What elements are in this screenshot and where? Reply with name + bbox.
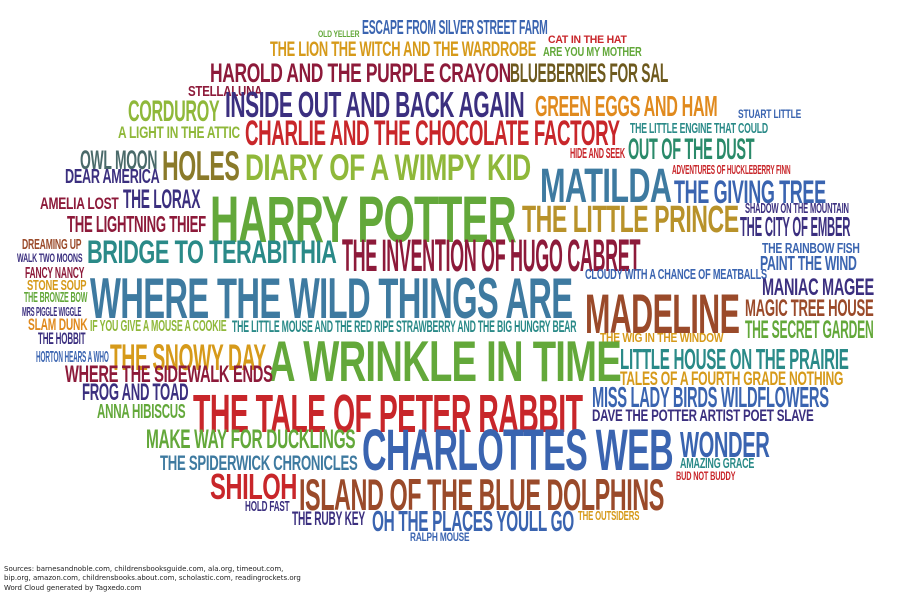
word-paint-the-wind: PAINT THE WIND	[760, 253, 857, 275]
word-frog-and-toad: FROG AND TOAD	[82, 379, 189, 406]
word-out-of-the-dust: OUT OF THE DUST	[628, 133, 755, 166]
sources-credit: Word Cloud generated by Tagxedo.com	[4, 583, 142, 592]
word-are-you-my-mother: ARE YOU MY MOTHER	[543, 44, 642, 59]
word-the-ruby-key: THE RUBY KEY	[292, 509, 365, 530]
word-escape-from-silver-street-farm: ESCAPE FROM SILVER STREET FARM	[362, 17, 548, 39]
word-oh-the-places-youll-go: OH THE PLACES YOULL GO	[372, 506, 574, 538]
word-make-way-for-ducklings: MAKE WAY FOR DUCKLINGS	[146, 424, 356, 454]
sources-line-2: bip.org, amazon.com, childrensbooks.abou…	[4, 574, 301, 583]
word-holes: HOLES	[162, 142, 240, 189]
word-fancy-nancy: FANCY NANCY	[25, 265, 85, 282]
word-amazing-grace: AMAZING GRACE	[680, 456, 755, 472]
sources-note: Sources: barnesandnoble.com, childrensbo…	[4, 565, 301, 593]
word-maniac-magee: MANIAC MAGEE	[762, 274, 874, 301]
word-the-lightning-thief: THE LIGHTNING THIEF	[67, 211, 206, 237]
word-little-house-on-the-prairie: LITTLE HOUSE ON THE PRAIRIE	[620, 344, 849, 376]
word-the-hobbit: THE HOBBIT	[38, 329, 86, 348]
word-ralph-mouse: RALPH MOUSE	[410, 530, 470, 544]
word-tales-of-a-fourth-grade-nothing: TALES OF A FOURTH GRADE NOTHING	[620, 369, 844, 390]
word-charlottes-web: CHARLOTTES WEB	[362, 418, 674, 483]
word-the-city-of-ember: THE CITY OF EMBER	[740, 211, 851, 242]
word-a-wrinkle-in-time: A WRINKLE IN TIME	[268, 330, 622, 394]
word-mrs-piggle-wiggle: MRS PIGGLE WIGGLE	[22, 304, 82, 319]
word-madeline: MADELINE	[585, 283, 740, 345]
word-harold-and-the-purple-crayon: HAROLD AND THE PURPLE CRAYON	[210, 58, 511, 88]
word-the-snowy-day: THE SNOWY DAY	[110, 336, 266, 378]
word-where-the-sidewalk-ends: WHERE THE SIDEWALK ENDS	[65, 361, 273, 388]
word-the-rainbow-fish: THE RAINBOW FISH	[762, 241, 860, 257]
word-miss-lady-birds-wildflowers: MISS LADY BIRDS WILDFLOWERS	[592, 382, 829, 414]
word-owl-moon: OWL MOON	[80, 145, 158, 175]
word-the-little-mouse-and-the-red-ripe-strawberry-and-the-big-hungry-bear: THE LITTLE MOUSE AND THE RED RIPE STRAWB…	[232, 317, 577, 336]
word-dave-the-potter-artist-poet-slave: DAVE THE POTTER ARTIST POET SLAVE	[592, 406, 814, 425]
word-stellaluna: STELLALUNA	[188, 84, 263, 100]
word-cat-in-the-hat: CAT IN THE HAT	[548, 34, 627, 46]
word-dear-america: DEAR AMERICA	[65, 166, 160, 188]
word-diary-of-a-wimpy-kid: DIARY OF A WIMPY KID	[245, 146, 531, 188]
word-the-invention-of-hugo-cabret: THE INVENTION OF HUGO CABRET	[342, 230, 641, 281]
word-magic-tree-house: MAGIC TREE HOUSE	[745, 295, 874, 322]
word-the-spiderwick-chronicles: THE SPIDERWICK CHRONICLES	[160, 450, 358, 475]
word-inside-out-and-back-again: INSIDE OUT AND BACK AGAIN	[225, 84, 525, 125]
word-stuart-little: STUART LITTLE	[738, 107, 802, 121]
word-the-bronze-bow: THE BRONZE BOW	[24, 290, 88, 306]
word-slam-dunk: SLAM DUNK	[28, 315, 88, 334]
word-the-little-prince: THE LITTLE PRINCE	[522, 198, 739, 241]
word-shiloh: SHILOH	[210, 466, 297, 507]
word-stone-soup: STONE SOUP	[27, 278, 87, 294]
word-wonder: WONDER	[680, 424, 770, 465]
word-amelia-lost: AMELIA LOST	[40, 194, 119, 213]
word-the-lion-the-witch-and-the-wardrobe: THE LION THE WITCH AND THE WARDROBE	[270, 36, 537, 61]
word-hold-fast: HOLD FAST	[245, 499, 290, 515]
word-shadow-on-the-mountain: SHADOW ON THE MOUNTAIN	[745, 201, 849, 217]
word-corduroy: CORDUROY	[128, 95, 220, 128]
word-blueberries-for-sal: BLUEBERRIES FOR SAL	[510, 58, 669, 88]
word-horton-hears-a-who: HORTON HEARS A WHO	[36, 349, 109, 366]
word-green-eggs-and-ham: GREEN EGGS AND HAM	[535, 91, 718, 123]
word-the-secret-garden: THE SECRET GARDEN	[745, 316, 874, 344]
word-the-outsiders: THE OUTSIDERS	[578, 508, 640, 523]
word-the-lorax: THE LORAX	[123, 184, 201, 214]
word-bridge-to-terabithia: BRIDGE TO TERABITHIA	[87, 234, 337, 270]
word-cloudy-with-a-chance-of-meatballs: CLOUDY WITH A CHANCE OF MEATBALLS	[585, 267, 767, 283]
sources-line-1: Sources: barnesandnoble.com, childrensbo…	[4, 565, 284, 573]
word-matilda: MATILDA	[540, 160, 672, 213]
word-anna-hibiscus: ANNA HIBISCUS	[97, 401, 186, 423]
word-old-yeller: OLD YELLER	[318, 29, 360, 40]
word-the-wig-in-the-window: THE WIG IN THE WINDOW	[600, 330, 724, 345]
word-if-you-give-a-mouse-a-cookie: IF YOU GIVE A MOUSE A COOKIE	[90, 318, 227, 335]
word-the-little-engine-that-could: THE LITTLE ENGINE THAT COULD	[630, 121, 769, 137]
word-bud-not-buddy: BUD NOT BUDDY	[676, 469, 736, 483]
word-walk-two-moons: WALK TWO MOONS	[17, 251, 83, 265]
word-charlie-and-the-chocolate-factory: CHARLIE AND THE CHOCOLATE FACTORY	[245, 114, 620, 153]
word-dreaming-up: DREAMING UP	[22, 237, 82, 253]
word-a-light-in-the-attic: A LIGHT IN THE ATTIC	[118, 123, 240, 142]
word-island-of-the-blue-dolphins: ISLAND OF THE BLUE DOLPHINS	[299, 471, 664, 520]
word-adventures-of-huckleberry-finn: ADVENTURES OF HUCKLEBERRY FINN	[672, 162, 791, 177]
word-the-tale-of-peter-rabbit: THE TALE OF PETER RABBIT	[193, 384, 583, 444]
word-where-the-wild-things-are: WHERE THE WILD THINGS ARE	[90, 267, 573, 331]
word-hide-and-seek: HIDE AND SEEK	[570, 146, 625, 162]
word-harry-potter: HARRY POTTER	[210, 182, 517, 256]
word-the-giving-tree: THE GIVING TREE	[674, 174, 826, 210]
